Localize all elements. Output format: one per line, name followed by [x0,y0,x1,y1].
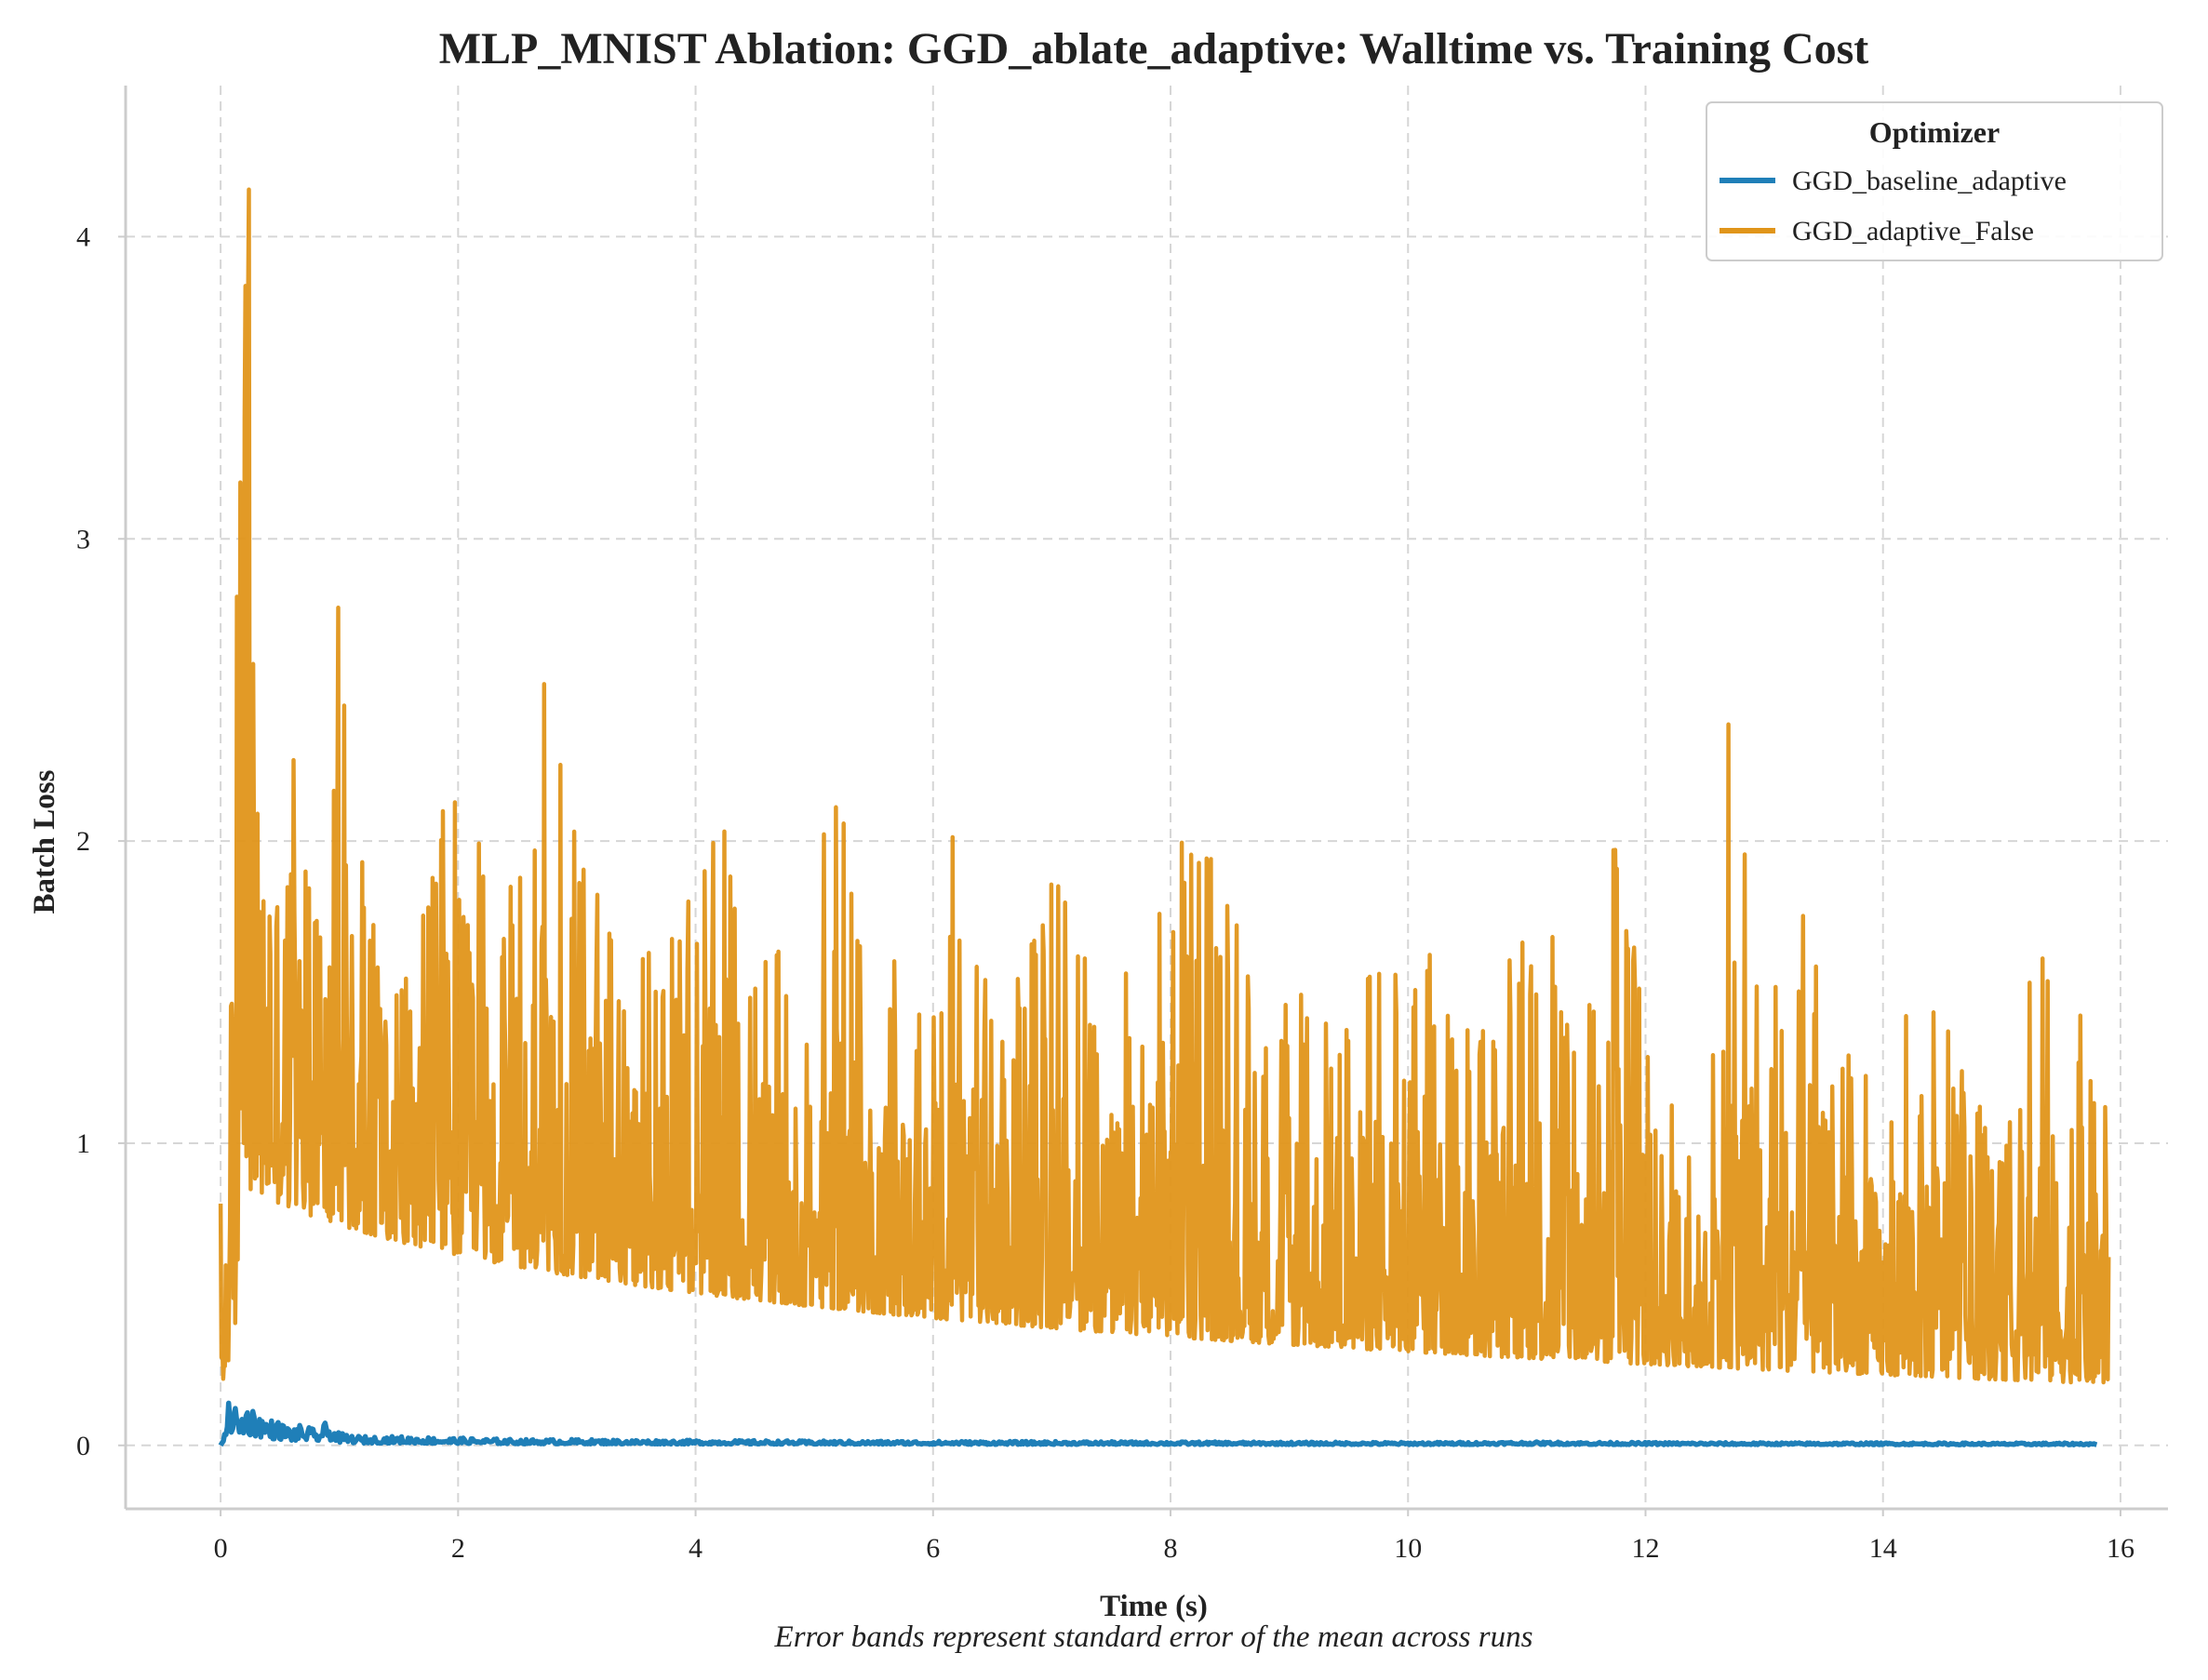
y-tick-label: 4 [76,221,90,252]
x-tick-label: 10 [1394,1533,1422,1564]
y-tick-label: 3 [76,524,90,554]
legend-label-ggd-adaptive-false: GGD_adaptive_False [1792,216,2034,247]
y-tick-label: 0 [76,1431,90,1461]
x-tick-label: 6 [926,1533,940,1564]
legend: Optimizer GGD_baseline_adaptive GGD_adap… [1706,101,2163,261]
plot-area [218,187,2111,1447]
x-tick-label: 0 [214,1533,228,1564]
chart-title: MLP_MNIST Ablation: GGD_ablate_adaptive:… [439,24,1869,73]
x-tick-label: 8 [1164,1533,1178,1564]
series-line-ggd-adaptive-false [218,187,2111,1385]
x-tick-label: 12 [1631,1533,1659,1564]
x-tick-label: 4 [689,1533,703,1564]
legend-frame [1706,101,2163,261]
legend-label-ggd-baseline-adaptive: GGD_baseline_adaptive [1792,166,2067,196]
x-tick-label: 16 [2107,1533,2134,1564]
y-tick-label: 1 [76,1128,90,1159]
y-axis-label: Batch Loss [28,769,61,913]
x-axis-label: Time (s) [1100,1590,1208,1623]
y-tick-label: 2 [76,826,90,857]
axes [124,86,2168,1511]
series-line-ggd-baseline-adaptive [218,1400,2098,1447]
legend-title: Optimizer [1869,115,2000,149]
x-tick-label: 14 [1869,1533,1897,1564]
x-tick-label: 2 [451,1533,465,1564]
chart-caption: Error bands represent standard error of … [774,1620,1533,1654]
